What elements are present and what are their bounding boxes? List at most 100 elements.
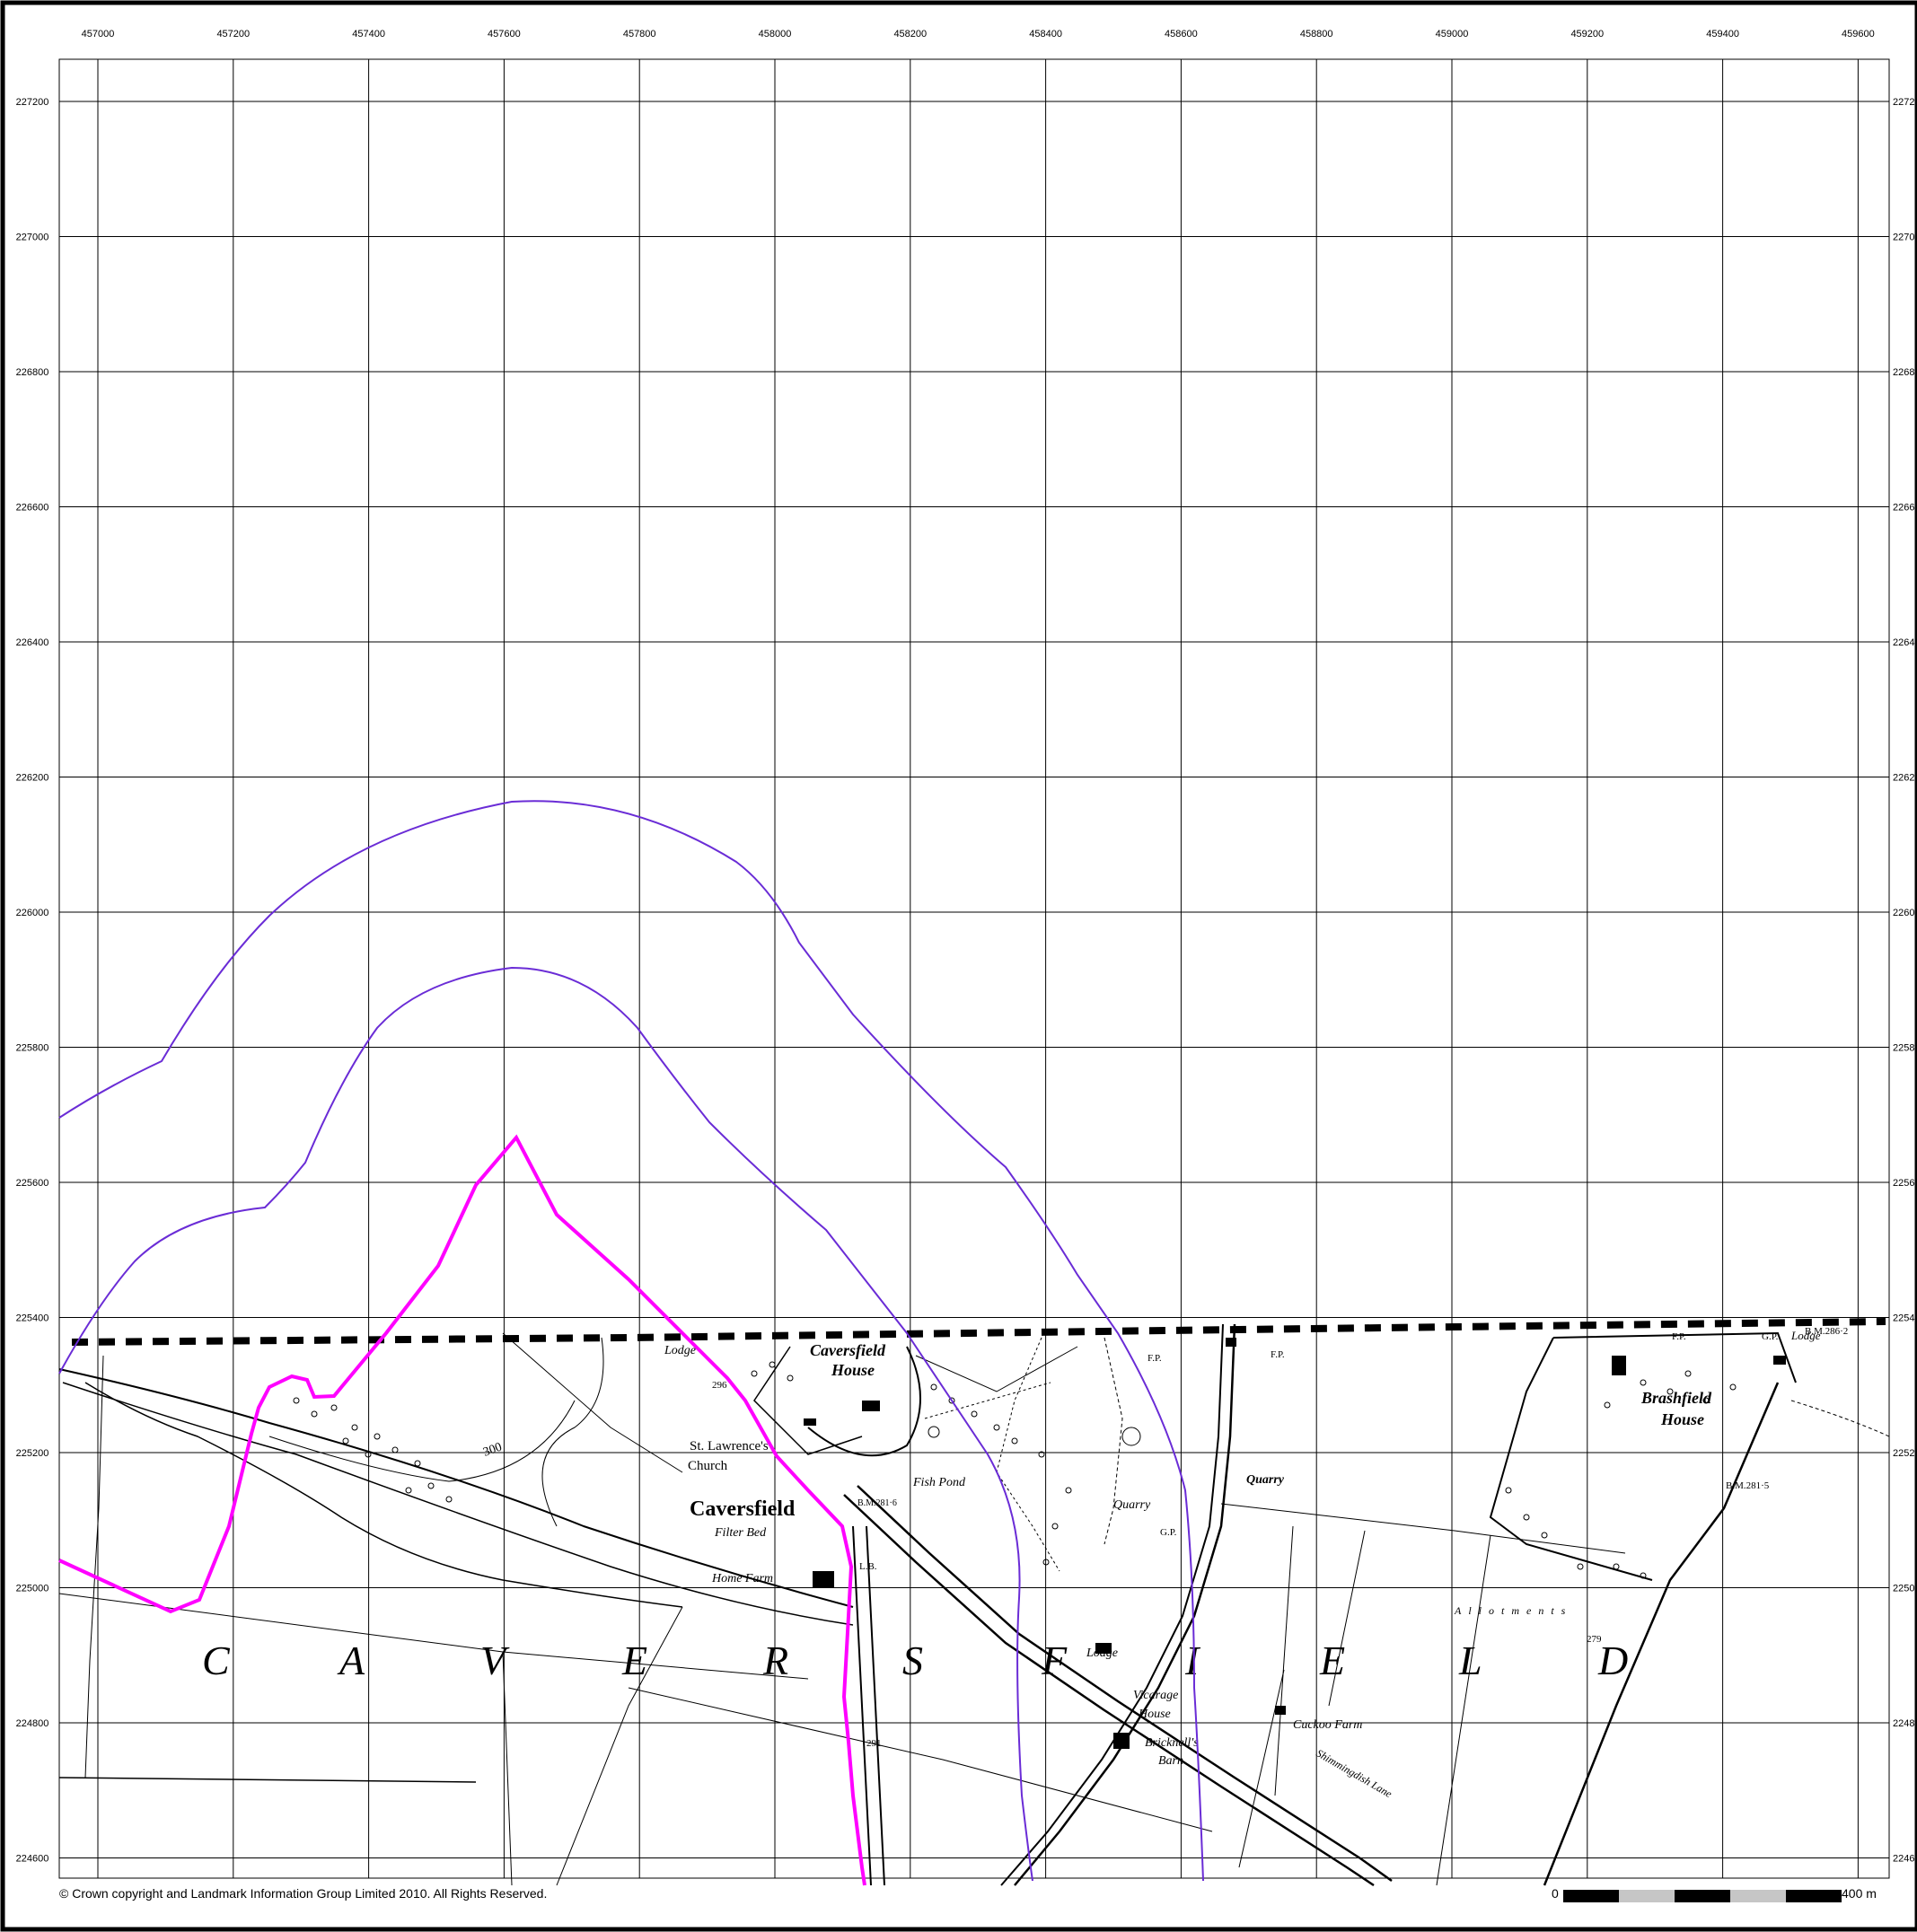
northing-tick-label-right: 2262 xyxy=(1893,773,1914,784)
northing-tick-label: 226800 xyxy=(16,367,49,378)
buffer-inner xyxy=(58,966,1033,1882)
northing-ticks-left: 227200 227000 226800 226600 226400 226200 2260… xyxy=(16,97,49,1865)
northing-tick-label-right: 2252 xyxy=(1893,1448,1914,1459)
label-benchmark: B.M.281·6 xyxy=(857,1498,897,1508)
road-south-2 xyxy=(866,1525,885,1886)
road-left xyxy=(58,1368,854,1608)
field-boundary xyxy=(541,1337,604,1527)
northing-tick-label: 225000 xyxy=(16,1584,49,1594)
northing-tick-label: 226400 xyxy=(16,637,49,648)
field-boundary xyxy=(1104,1337,1123,1545)
northing-tick-label: 225200 xyxy=(16,1448,49,1459)
scale-bar xyxy=(1563,1890,1842,1902)
northing-tick-label-right: 2254 xyxy=(1893,1313,1914,1324)
northing-tick-label: 227000 xyxy=(16,233,49,243)
field-boundary xyxy=(58,1593,809,1680)
label-spot-height: 296 xyxy=(712,1380,727,1391)
historic-map-linework xyxy=(58,1318,1890,1887)
northing-tick-label: 225600 xyxy=(16,1178,49,1189)
field-boundary xyxy=(1489,1337,1653,1581)
field-boundary xyxy=(1238,1669,1285,1868)
stream xyxy=(84,1382,683,1608)
field-boundary xyxy=(1543,1382,1780,1886)
label-allotments: Allotments xyxy=(1454,1604,1572,1617)
field-boundary xyxy=(1552,1331,1797,1383)
easting-tick-label: 459200 xyxy=(1570,29,1604,40)
label-caversfield-house: House xyxy=(831,1361,875,1379)
easting-tick-label: 457800 xyxy=(623,29,656,40)
buffer-outer xyxy=(58,800,1204,1882)
label-benchmark: B.M.286·2 xyxy=(1805,1326,1848,1337)
road-left-2 xyxy=(62,1382,854,1626)
label-fish-pond: Fish Pond xyxy=(912,1476,966,1489)
easting-tick-label: 458400 xyxy=(1029,29,1062,40)
label-lodge: Lodge xyxy=(1086,1647,1118,1660)
northing-tick-label-right: 2268 xyxy=(1893,367,1914,378)
label-quarry: Quarry xyxy=(1113,1498,1151,1512)
parish-letter: A xyxy=(337,1638,365,1683)
northing-tick-label-right: 2256 xyxy=(1893,1178,1914,1189)
field-boundary xyxy=(915,1346,1078,1392)
northing-tick-label: 224600 xyxy=(16,1854,49,1865)
northing-tick-label: 226600 xyxy=(16,503,49,514)
field-boundary xyxy=(1220,1503,1626,1554)
woodland-symbols xyxy=(293,1361,1737,1579)
parish-letter: L xyxy=(1458,1638,1482,1683)
label-bricknells: Bricknell's xyxy=(1145,1736,1199,1750)
label-brashfield-house: House xyxy=(1660,1410,1704,1428)
road-main xyxy=(843,1494,1375,1887)
easting-tick-label: 459400 xyxy=(1706,29,1739,40)
parish-letter: V xyxy=(480,1638,510,1683)
label-footpath: F.P. xyxy=(1672,1331,1686,1342)
scale-bar-end-label: 400 m xyxy=(1842,1886,1877,1901)
field-boundary xyxy=(924,1382,1051,1419)
label-footpath: F.P. xyxy=(1271,1349,1285,1360)
label-spot-height: 279 xyxy=(1587,1634,1602,1645)
place-labels: C A V E R S F I E L D Caversfield Cavers… xyxy=(202,1326,1848,1800)
field-boundary xyxy=(1790,1400,1890,1437)
parish-letter: R xyxy=(762,1638,788,1683)
road-ns-2 xyxy=(1000,1323,1224,1886)
road-main-2 xyxy=(857,1485,1393,1883)
northing-ticks-right: 2272 2270 2268 2266 2264 2262 2260 2258 2256 2254… xyxy=(1893,97,1914,1865)
label-caversfield: Caversfield xyxy=(690,1497,796,1521)
easting-tick-label: 458800 xyxy=(1300,29,1333,40)
scale-bar-start-label: 0 xyxy=(1552,1886,1559,1901)
easting-tick-label: 458600 xyxy=(1165,29,1198,40)
label-gravel-pit: G.P. xyxy=(1762,1331,1779,1342)
field-boundary xyxy=(58,1777,477,1783)
parish-letter: I xyxy=(1184,1638,1201,1683)
grid-lines xyxy=(59,59,1889,1878)
northing-tick-label-right: 2248 xyxy=(1893,1718,1914,1729)
field-boundary xyxy=(1436,1534,1491,1886)
northing-tick-label-right: 2250 xyxy=(1893,1584,1914,1594)
road-ns xyxy=(1014,1323,1236,1886)
field-boundary xyxy=(1274,1525,1294,1796)
copyright-notice: © Crown copyright and Landmark Informati… xyxy=(59,1886,548,1901)
parish-letter: F xyxy=(1041,1638,1068,1683)
label-spot-height: 291 xyxy=(866,1738,882,1749)
label-lodge: Lodge xyxy=(1790,1329,1821,1342)
northing-tick-label-right: 2270 xyxy=(1893,233,1914,243)
field-boundary xyxy=(753,1346,863,1455)
label-filter-bed: Filter Bed xyxy=(714,1526,767,1540)
easting-tick-label: 458000 xyxy=(759,29,792,40)
easting-tick-label: 457600 xyxy=(488,29,521,40)
northing-tick-label: 226000 xyxy=(16,908,49,918)
easting-tick-label: 457000 xyxy=(82,29,115,40)
northing-tick-label: 226200 xyxy=(16,773,49,784)
parish-letter: E xyxy=(621,1638,647,1683)
map-area-border xyxy=(58,58,1890,1879)
parish-letter: S xyxy=(902,1638,923,1683)
northing-tick-label-right: 2258 xyxy=(1893,1043,1914,1054)
northing-tick-label: 227200 xyxy=(16,97,49,108)
label-contour: 300 xyxy=(481,1440,504,1459)
easting-tick-label: 458200 xyxy=(893,29,927,40)
buildings xyxy=(804,1338,1786,1749)
easting-tick-label: 457200 xyxy=(216,29,250,40)
field-boundary xyxy=(502,1651,513,1886)
label-gravel-pit: G.P. xyxy=(1160,1527,1177,1538)
